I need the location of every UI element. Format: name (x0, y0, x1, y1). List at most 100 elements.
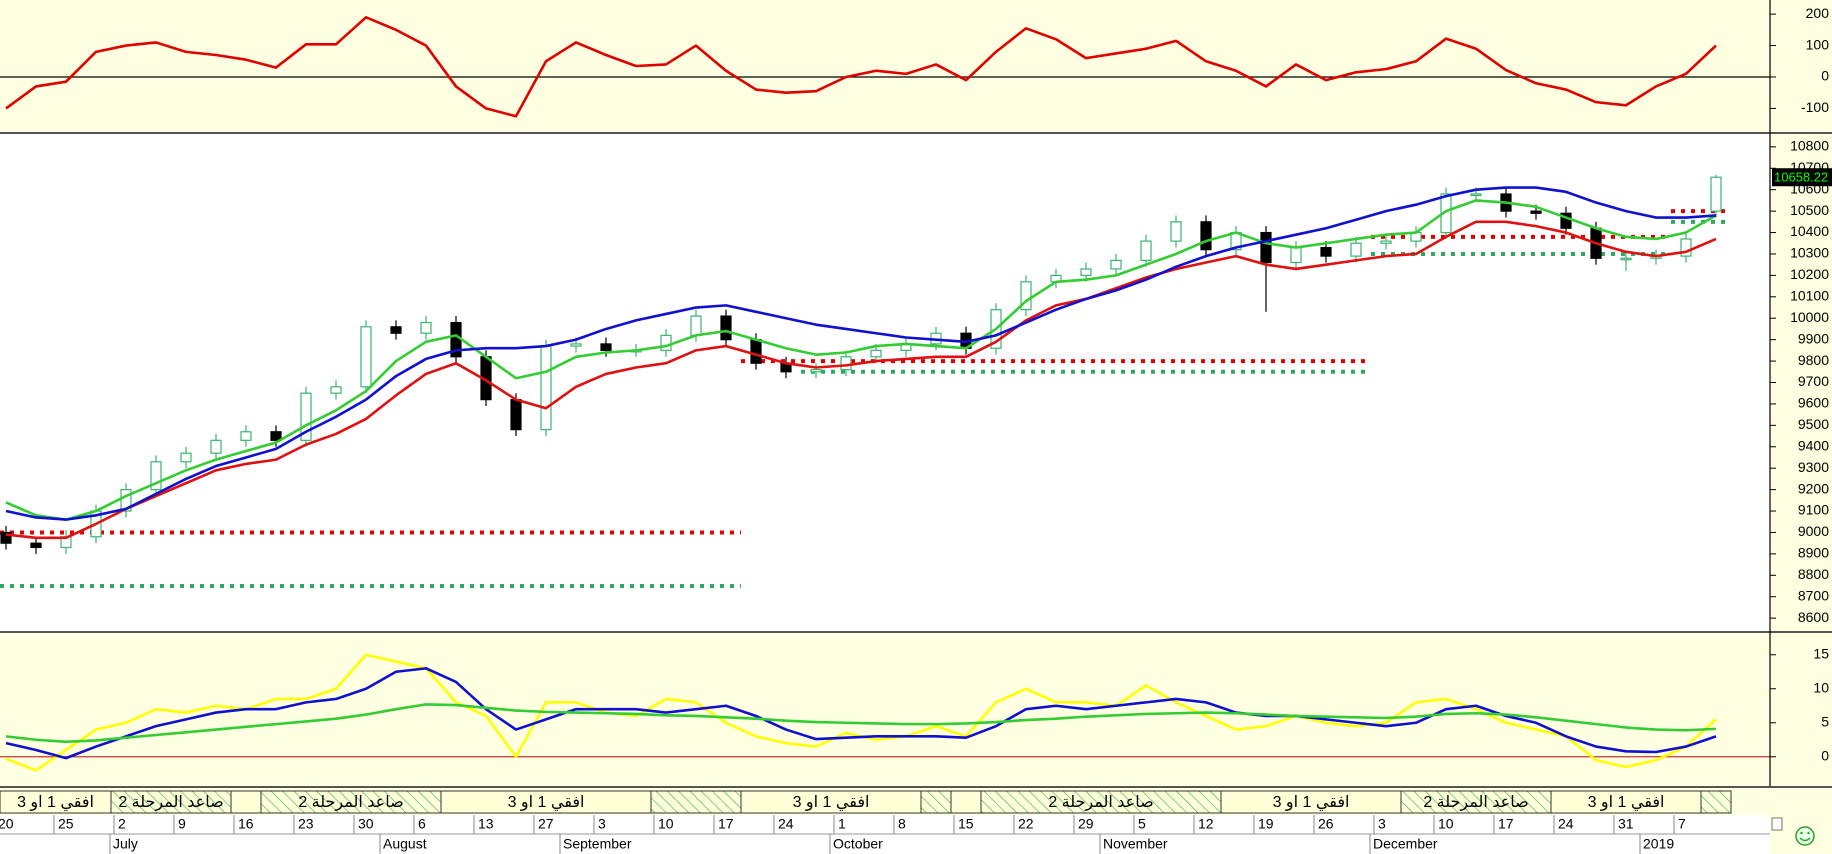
x-tick-label: 10 (1438, 816, 1454, 832)
y-tick-label: 9800 (1798, 352, 1829, 368)
x-tick-label: 16 (238, 816, 254, 832)
y-tick-label: 9400 (1798, 437, 1829, 453)
x-tick-label: 31 (1618, 816, 1634, 832)
stage-segment (650, 790, 742, 814)
x-tick-label: 15 (958, 816, 974, 832)
corner-box (1771, 817, 1783, 831)
candle-body (240, 431, 252, 441)
candle-body (570, 343, 582, 347)
candle-body (360, 326, 372, 388)
x-tick-label: 26 (1318, 816, 1334, 832)
stage-label: صاعد المرحلة 2 (298, 794, 403, 812)
y-tick-label: 8700 (1798, 587, 1829, 603)
candle-body (1530, 210, 1542, 214)
stage-label: افقي 1 او 3 (1273, 794, 1350, 812)
y-tick-label: 10300 (1790, 245, 1829, 261)
candle-body (1020, 281, 1032, 311)
y-tick-label: 10600 (1790, 180, 1829, 196)
indicator-line (5, 199, 1717, 521)
candle-body (1200, 221, 1212, 251)
last-price-label: 10658.22 (1774, 170, 1828, 185)
month-label: August (383, 836, 427, 852)
y-tick-label: 9000 (1798, 523, 1829, 539)
status-icon-eye (1800, 831, 1803, 835)
y-tick-label: 0 (1821, 68, 1829, 84)
candle-body (30, 542, 42, 549)
y-tick-label: 5 (1821, 713, 1829, 729)
y-tick-label: -100 (1801, 99, 1829, 115)
month-label: July (113, 836, 138, 852)
x-tick-label: 8 (898, 816, 906, 832)
candle-body (720, 315, 732, 341)
stage-segment (230, 790, 262, 814)
y-tick-label: 9600 (1798, 395, 1829, 411)
x-tick-label: 13 (478, 816, 494, 832)
indicator-line (5, 703, 1717, 744)
stage-label: صاعد المرحلة 2 (1423, 794, 1528, 812)
y-tick-label: 10 (1813, 679, 1829, 695)
last-price-box (1772, 168, 1832, 187)
candle-body (1620, 257, 1632, 261)
candle-body (330, 386, 342, 394)
indicator-line (5, 186, 1717, 521)
x-tick-label: 24 (778, 816, 794, 832)
x-tick-label: 1 (838, 816, 846, 832)
y-tick-label: 15 (1813, 645, 1829, 661)
x-tick-label: 20 (0, 816, 14, 832)
indicator-line (5, 15, 1717, 118)
y-tick-label: 8900 (1798, 545, 1829, 561)
stage-label: افقي 1 او 3 (1588, 794, 1665, 812)
month-label: 2019 (1643, 836, 1674, 852)
x-tick-label: 7 (1678, 816, 1686, 832)
stage-label: صاعد المرحلة 2 (1048, 794, 1153, 812)
x-tick-label: 29 (1078, 816, 1094, 832)
x-tick-label: 23 (298, 816, 314, 832)
candle-body (1140, 240, 1152, 261)
stage-label: صاعد المرحلة 2 (118, 794, 223, 812)
indicator-line (5, 220, 1717, 540)
x-tick-label: 27 (538, 816, 554, 832)
x-tick-label: 22 (1018, 816, 1034, 832)
candle-body (1470, 193, 1482, 197)
y-tick-label: 8800 (1798, 566, 1829, 582)
candle-body (390, 326, 402, 334)
x-tick-label: 17 (1498, 816, 1514, 832)
month-label: October (833, 836, 883, 852)
candle-body (1110, 259, 1122, 270)
stage-segment (950, 790, 982, 814)
candle-body (840, 356, 852, 371)
x-tick-label: 17 (718, 816, 734, 832)
y-tick-label: 10200 (1790, 266, 1829, 282)
candle-body (420, 321, 432, 334)
y-tick-label: 9100 (1798, 502, 1829, 518)
candle-body (1710, 176, 1722, 212)
x-tick-label: 30 (358, 816, 374, 832)
candle-body (1320, 246, 1332, 257)
y-tick-label: 100 (1806, 36, 1830, 52)
y-tick-label: 10400 (1790, 223, 1829, 239)
candle-body (510, 399, 522, 431)
y-tick-label: 200 (1806, 5, 1830, 21)
candle-body (180, 452, 192, 463)
stage-label: افقي 1 او 3 (508, 794, 585, 812)
panel-background (0, 134, 1770, 631)
candle-body (1170, 221, 1182, 242)
month-label: November (1103, 836, 1168, 852)
panel-background (0, 0, 1770, 132)
month-label: December (1373, 836, 1438, 852)
stage-segment (920, 790, 952, 814)
y-tick-label: 10100 (1790, 288, 1829, 304)
candle-body (810, 369, 822, 373)
y-tick-label: 9900 (1798, 330, 1829, 346)
stage-label: افقي 1 او 3 (793, 794, 870, 812)
month-label: September (563, 836, 632, 852)
candle-body (1260, 231, 1272, 264)
x-tick-label: 6 (418, 816, 426, 832)
status-icon (1795, 826, 1815, 846)
x-tick-label: 2 (118, 816, 126, 832)
candle-body (1290, 246, 1302, 264)
x-tick-label: 25 (58, 816, 74, 832)
